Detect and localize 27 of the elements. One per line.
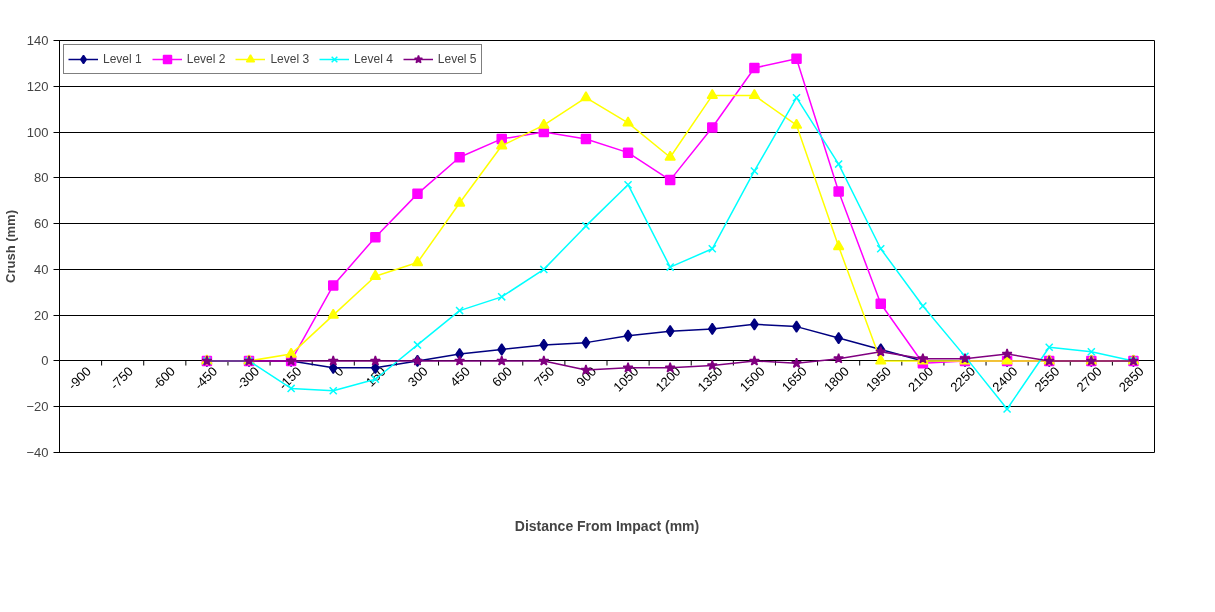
x-tick-label: -450 xyxy=(191,363,221,393)
x-tick-label: -300 xyxy=(233,363,263,393)
x-tick-label: 600 xyxy=(489,363,516,390)
x-tick-label: 750 xyxy=(531,363,558,390)
y-axis-title: Crush (mm) xyxy=(3,210,19,283)
y-tick-label: 120 xyxy=(26,78,49,94)
legend-label: Level 3 xyxy=(270,52,310,66)
y-tick-label: −20 xyxy=(26,399,49,415)
y-tick-label: 100 xyxy=(26,124,49,140)
legend-label: Level 2 xyxy=(186,52,226,66)
legend-label: Level 5 xyxy=(437,52,477,66)
x-tick-label: -600 xyxy=(149,363,179,393)
x-axis-title: Distance From Impact (mm) xyxy=(514,517,700,534)
y-tick-label: 20 xyxy=(34,307,49,323)
legend-label: Level 1 xyxy=(103,52,142,66)
y-tick-label: −40 xyxy=(26,445,49,460)
legend-label: Level 4 xyxy=(354,52,393,66)
x-tick-label: 450 xyxy=(446,363,473,390)
y-tick-label: 0 xyxy=(41,353,49,369)
x-tick-label: -750 xyxy=(106,363,136,393)
y-tick-label: 80 xyxy=(34,170,49,186)
x-tick-label: -900 xyxy=(64,363,94,393)
x-tick-label: 300 xyxy=(404,363,431,390)
y-tick-label: 60 xyxy=(34,216,49,232)
x-tick-label: -150 xyxy=(275,363,305,393)
y-tick-label: 40 xyxy=(34,261,49,277)
y-tick-label: 140 xyxy=(26,33,49,48)
